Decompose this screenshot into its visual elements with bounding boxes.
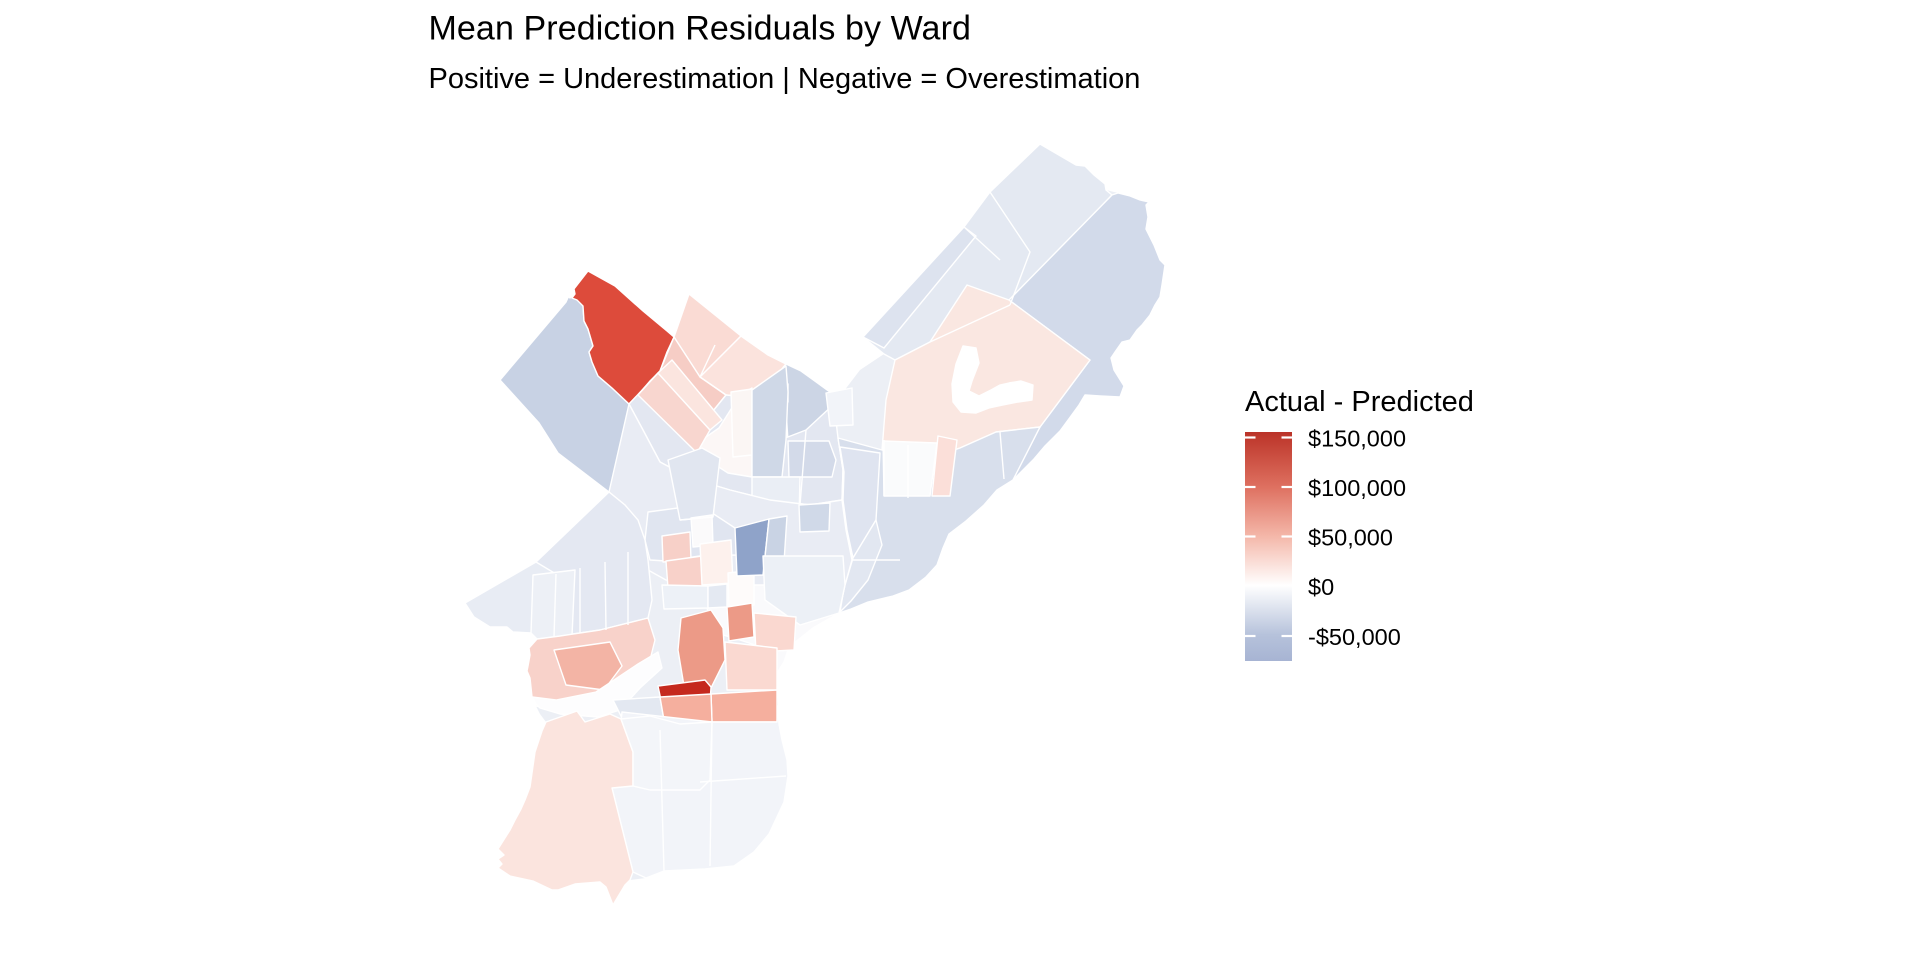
- svg-text:$0: $0: [1308, 574, 1334, 600]
- svg-text:Actual - Predicted: Actual - Predicted: [1245, 386, 1474, 418]
- svg-text:$100,000: $100,000: [1308, 475, 1406, 501]
- svg-text:Mean Prediction Residuals by W: Mean Prediction Residuals by Ward: [429, 9, 972, 47]
- svg-text:-$50,000: -$50,000: [1308, 624, 1401, 650]
- svg-text:$50,000: $50,000: [1308, 525, 1393, 551]
- svg-text:Positive = Underestimation | N: Positive = Underestimation | Negative = …: [429, 63, 1141, 95]
- svg-text:$150,000: $150,000: [1308, 426, 1406, 452]
